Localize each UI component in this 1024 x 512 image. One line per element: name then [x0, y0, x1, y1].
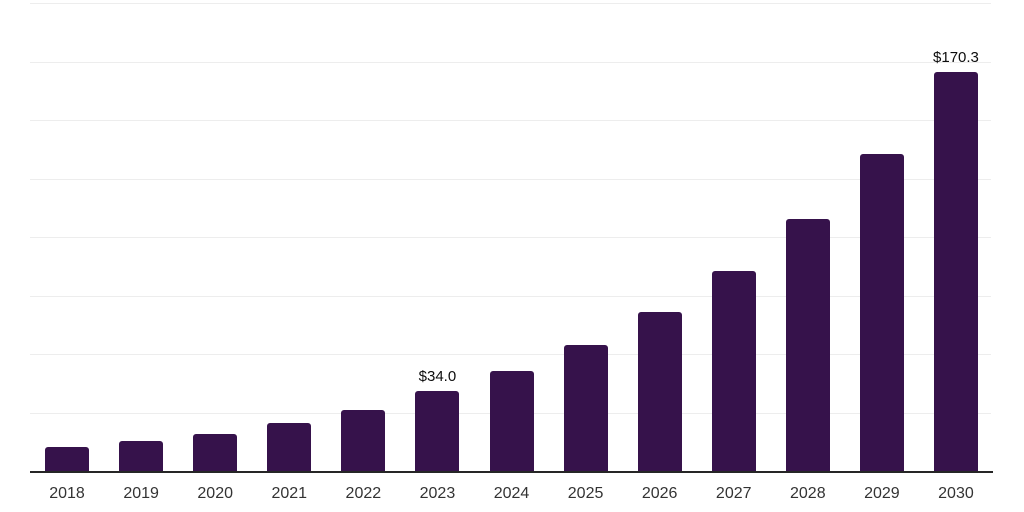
x-tick-label-2024: 2024 [493, 485, 530, 502]
bar-2021[interactable] [267, 423, 312, 471]
x-axis-line [30, 471, 993, 473]
x-tick-label-2021: 2021 [271, 485, 308, 502]
x-tick-label-2028: 2028 [790, 485, 826, 502]
bar-2024[interactable] [489, 370, 534, 471]
x-tick-label-2029: 2029 [864, 485, 900, 502]
x-tick-label-2027: 2027 [715, 485, 752, 502]
bar-2018[interactable] [45, 447, 90, 471]
gridline-y-150 [30, 120, 991, 121]
x-tick-label-2023: 2023 [419, 485, 456, 502]
gridline-y-175 [30, 61, 991, 63]
gridline-y-100 [30, 237, 991, 238]
x-tick-label-2025: 2025 [567, 485, 604, 502]
x-tick-label-2020: 2020 [197, 485, 233, 502]
x-tick-label-2030: 2030 [938, 485, 974, 502]
bar-2029[interactable] [859, 154, 904, 471]
x-tick-label-2026: 2026 [641, 485, 678, 502]
gridline-y-75 [30, 295, 991, 297]
bar-2020[interactable] [193, 434, 238, 471]
bar-2023[interactable] [415, 391, 460, 471]
bar-value-label-2030: $170.3 [933, 49, 979, 67]
bar-2022[interactable] [341, 409, 386, 471]
bar-2026[interactable] [637, 312, 682, 471]
bar-2028[interactable] [785, 219, 830, 471]
gridline-y-125 [30, 178, 991, 180]
bar-2027[interactable] [711, 271, 756, 471]
x-tick-label-2019: 2019 [123, 485, 159, 502]
x-tick-label-2022: 2022 [345, 485, 382, 502]
bar-value-label-2023: $34.0 [418, 368, 457, 386]
gridline-y-50 [30, 354, 991, 355]
gridline-y-200 [30, 3, 991, 4]
bar-2030[interactable] [933, 72, 978, 471]
bar-2019[interactable] [119, 441, 164, 471]
bar-2025[interactable] [563, 344, 608, 471]
x-tick-label-2018: 2018 [49, 485, 85, 502]
